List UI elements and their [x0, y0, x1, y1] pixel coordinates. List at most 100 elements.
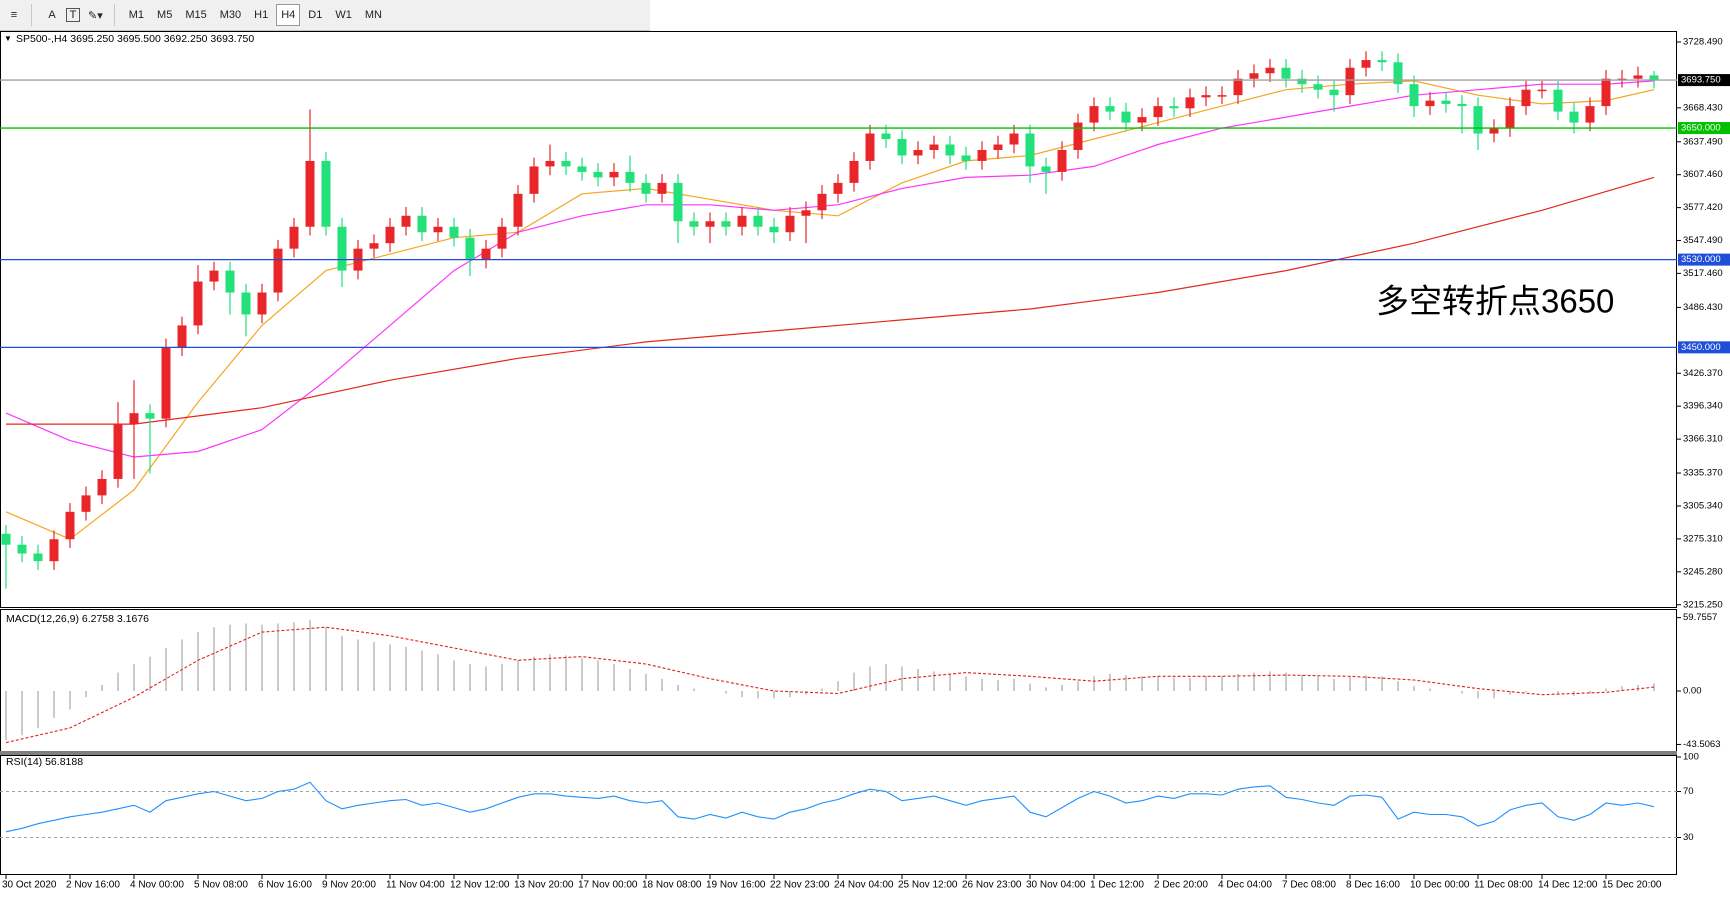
x-tick-label: 14 Dec 12:00 — [1538, 880, 1598, 891]
candle-body — [1217, 95, 1227, 97]
candle-body — [1025, 133, 1035, 167]
candle-body — [833, 182, 843, 194]
candle-body — [1313, 84, 1323, 90]
candle-body — [1185, 97, 1195, 109]
candle-body — [1265, 67, 1275, 74]
candle-body — [433, 226, 443, 233]
candle-body — [81, 495, 91, 512]
level-label-box — [1678, 74, 1730, 87]
candle-body — [737, 215, 747, 227]
text-tool[interactable]: A — [48, 9, 56, 21]
candle-body — [769, 226, 779, 233]
x-tick-label: 5 Nov 08:00 — [194, 880, 248, 891]
candle-body — [1169, 106, 1179, 109]
candle-body — [1521, 89, 1531, 107]
y-tick-label: 70 — [1683, 786, 1694, 797]
timeframe-button[interactable]: M15 — [185, 9, 207, 21]
candle-body — [1233, 78, 1243, 96]
x-tick-label: 17 Nov 00:00 — [578, 880, 638, 891]
candle-body — [881, 133, 891, 140]
moving-average — [5, 80, 1655, 540]
candle-body — [369, 243, 379, 249]
candle-body — [993, 144, 1003, 150]
candle-body — [1249, 73, 1259, 79]
candle-body — [625, 171, 635, 183]
candle-body — [1345, 67, 1355, 96]
x-tick-label: 8 Dec 16:00 — [1346, 880, 1400, 891]
panel-separator — [0, 751, 1677, 755]
candle-body — [929, 144, 939, 150]
x-tick-label: 13 Nov 20:00 — [514, 880, 574, 891]
candle-body — [1425, 100, 1435, 107]
timeframe-button[interactable]: W1 — [335, 9, 352, 21]
candle-body — [913, 149, 923, 156]
y-tick-label: 30 — [1683, 832, 1694, 843]
candle-body — [753, 215, 763, 227]
candle-body — [1121, 111, 1131, 123]
y-tick-label: 3607.460 — [1683, 169, 1723, 180]
candle-body — [545, 160, 555, 167]
shapes-tool[interactable]: ✎▾ — [88, 9, 103, 22]
candle-body — [721, 221, 731, 227]
candle-body — [305, 160, 315, 227]
timeframe-button[interactable]: H1 — [254, 9, 269, 21]
candle-body — [113, 424, 123, 479]
candle-body — [289, 226, 299, 249]
timeframe-button[interactable]: D1 — [308, 9, 323, 21]
timeframe-button[interactable]: M30 — [219, 9, 242, 21]
candle-body — [1569, 111, 1579, 123]
candle-body — [1409, 84, 1419, 107]
candle-body — [177, 325, 187, 348]
candle-body — [705, 221, 715, 227]
x-tick-label: 6 Nov 16:00 — [258, 880, 312, 891]
candle-body — [273, 248, 283, 293]
y-tick-label: 100 — [1683, 752, 1699, 763]
x-tick-label: 4 Dec 04:00 — [1218, 880, 1272, 891]
moving-average — [6, 176, 1655, 425]
level-label: 3650.000 — [1681, 123, 1721, 134]
candle-body — [593, 171, 603, 178]
level-label: 3530.000 — [1681, 254, 1721, 265]
x-tick-label: 11 Nov 04:00 — [386, 880, 445, 891]
candle-body — [945, 144, 955, 156]
candle-body — [1505, 106, 1515, 129]
timeframe-button[interactable]: H4 — [276, 4, 301, 26]
separator — [31, 4, 32, 26]
candle-body — [577, 166, 587, 172]
candle-body — [321, 160, 331, 227]
y-tick-label: 3366.310 — [1683, 434, 1723, 445]
y-tick-label: -43.5063 — [1683, 739, 1721, 750]
candle-body — [1009, 133, 1019, 145]
candle-body — [817, 193, 827, 211]
level-label: 3693.750 — [1681, 75, 1721, 86]
x-tick-label: 22 Nov 23:00 — [770, 880, 830, 891]
x-tick-label: 24 Nov 04:00 — [834, 880, 894, 891]
candle-body — [401, 215, 411, 227]
indicator-line — [5, 781, 1655, 833]
candle-body — [801, 210, 811, 216]
candle-body — [1377, 60, 1387, 63]
candle-body — [129, 413, 139, 425]
candle-body — [449, 226, 459, 238]
timeframe-button[interactable]: M1 — [128, 9, 145, 21]
candle-body — [33, 553, 43, 562]
timeframe-button[interactable]: MN — [364, 9, 382, 21]
level-label: 3450.000 — [1681, 342, 1721, 353]
candle-body — [65, 511, 75, 540]
candle-body — [209, 270, 219, 282]
timeframe-button[interactable]: M5 — [157, 9, 173, 21]
menu-icon[interactable]: ≡ — [10, 9, 18, 21]
label-tool[interactable]: T — [66, 8, 80, 22]
candle-body — [417, 215, 427, 233]
macd-frame — [0, 609, 1677, 752]
level-label-box — [1678, 341, 1730, 354]
candle-body — [1297, 78, 1307, 85]
candle-body — [1537, 89, 1547, 92]
y-tick-label: 3426.370 — [1683, 368, 1723, 379]
candle-body — [481, 248, 491, 260]
y-tick-label: 3577.420 — [1683, 202, 1723, 213]
y-tick-label: 3637.490 — [1683, 136, 1723, 147]
candle-body — [1105, 106, 1115, 112]
chart-title: SP500-,H4 3695.250 3695.500 3692.250 369… — [16, 33, 254, 45]
candle-body — [257, 292, 267, 315]
